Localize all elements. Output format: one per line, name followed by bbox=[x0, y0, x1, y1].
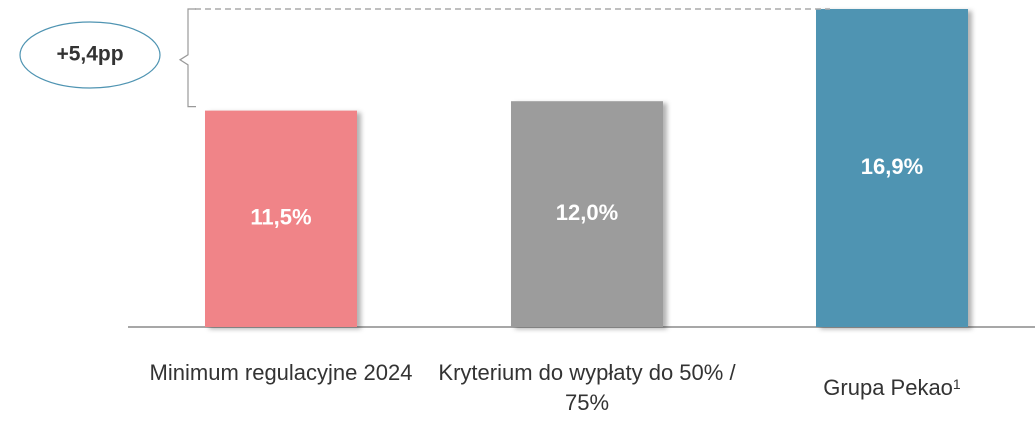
bar bbox=[205, 110, 357, 327]
category-label: Minimum regulacyjne 2024 bbox=[131, 358, 431, 388]
value-label: 11,5% bbox=[250, 205, 311, 230]
category-label: Grupa Pekao1 bbox=[742, 373, 1035, 403]
footnote-mark: 1 bbox=[952, 376, 961, 392]
category-text: Grupa Pekao bbox=[823, 375, 953, 400]
category-label: Kryterium do wypłaty do 50% / 75% bbox=[437, 358, 737, 418]
annotation-bubble bbox=[19, 21, 161, 89]
bar bbox=[511, 101, 663, 327]
annotation: +5,4pp bbox=[56, 43, 123, 66]
category-text: Kryterium do wypłaty do 50% / 75% bbox=[438, 360, 736, 415]
bracket bbox=[178, 8, 196, 108]
bar bbox=[816, 9, 968, 327]
category-text: Minimum regulacyjne 2024 bbox=[149, 360, 413, 385]
value-label: 12,0% bbox=[556, 200, 618, 225]
value-label: 16,9% bbox=[861, 154, 923, 179]
